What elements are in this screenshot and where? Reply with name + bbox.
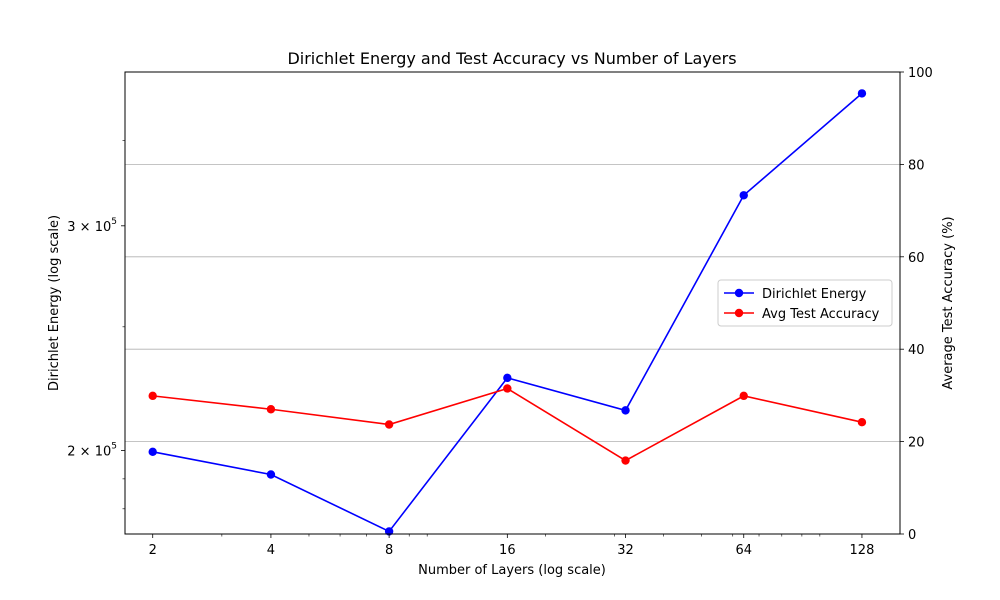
y-right-tick-label: 80 (908, 158, 925, 173)
plot-frame (124, 71, 901, 535)
legend-box (717, 279, 893, 327)
data-point (739, 191, 748, 200)
y-left-tick-label: 3 × 105 (67, 217, 117, 235)
data-point (857, 417, 867, 427)
grid (125, 163, 900, 443)
y-left-tick-times: × (76, 220, 95, 235)
y-right-axis-label: Average Test Accuracy (%) (941, 216, 956, 389)
data-point (621, 406, 630, 415)
x-tick-label: 128 (850, 543, 875, 558)
y-right-tick-label: 20 (908, 436, 925, 451)
y-right-tick-label: 100 (908, 66, 933, 81)
chart-title: Dirichlet Energy and Test Accuracy vs Nu… (287, 49, 736, 68)
legend-swatch-marker (734, 288, 744, 298)
y-right-tick-label: 40 (908, 343, 925, 358)
data-point (857, 89, 867, 98)
y-right-tick-label: 0 (908, 528, 916, 543)
x-tick-label: 4 (267, 543, 275, 558)
data-point (503, 373, 512, 383)
x-tick-label: 32 (617, 543, 634, 558)
y-left-tick-base: 10 (95, 444, 112, 459)
y-left-tick-mantissa: 3 (67, 220, 75, 235)
y-left-tick-exponent: 5 (111, 441, 117, 451)
data-point (739, 391, 748, 401)
data-point (266, 470, 276, 479)
data-point (503, 384, 512, 393)
y-left-tick-exponent: 5 (111, 217, 117, 227)
y-left-tick-times: × (76, 444, 95, 459)
legend: Dirichlet Energy Avg Test Accuracy (717, 279, 893, 327)
series-avg-test-accuracy (148, 384, 867, 465)
data-point (148, 391, 157, 401)
y-left-axis-label: Dirichlet Energy (log scale) (47, 215, 62, 391)
y-right-tick-label: 60 (908, 251, 925, 266)
legend-swatch-marker (734, 308, 744, 318)
legend-label: Avg Test Accuracy (762, 307, 880, 322)
data-point (148, 447, 157, 457)
x-tick-label: 8 (385, 543, 393, 558)
x-tick-label: 64 (735, 543, 752, 558)
legend-label: Dirichlet Energy (762, 287, 867, 302)
data-point (621, 456, 630, 465)
data-point (384, 420, 394, 429)
y-right-axis: 0 20 40 60 80 100 (900, 66, 933, 543)
y-left-tick-base: 10 (95, 220, 112, 235)
y-left-tick-mantissa: 2 (67, 444, 75, 459)
x-axis-label: Number of Layers (log scale) (418, 563, 606, 578)
y-left-tick-label: 2 × 105 (67, 441, 117, 459)
data-point (266, 405, 276, 414)
x-axis: 2 4 8 16 32 64 128 (149, 534, 875, 558)
x-tick-label: 2 (149, 543, 157, 558)
x-tick-label: 16 (499, 543, 516, 558)
